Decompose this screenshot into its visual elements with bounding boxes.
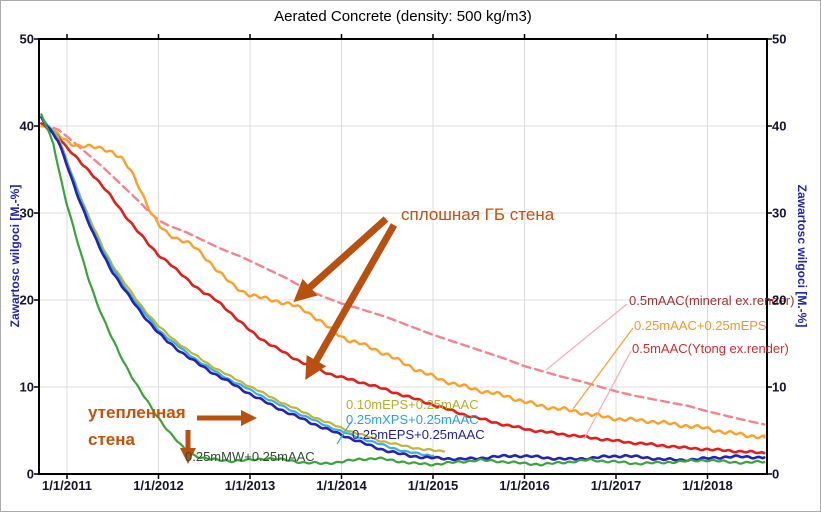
label-leader-line <box>583 350 632 440</box>
series-line-6 <box>40 113 766 467</box>
label-leader-line <box>545 303 628 371</box>
series-line-5 <box>40 116 766 463</box>
series-line-1 <box>40 124 766 440</box>
series-line-4 <box>40 115 435 458</box>
series-line-3 <box>40 115 446 453</box>
label-leader-line <box>336 421 352 445</box>
series-line-0 <box>40 122 766 426</box>
annotation-arrow <box>293 216 389 303</box>
series-line-2 <box>40 122 766 455</box>
label-leader-line <box>572 327 634 410</box>
annotation-arrow <box>305 223 398 381</box>
plot-frame <box>38 38 768 475</box>
